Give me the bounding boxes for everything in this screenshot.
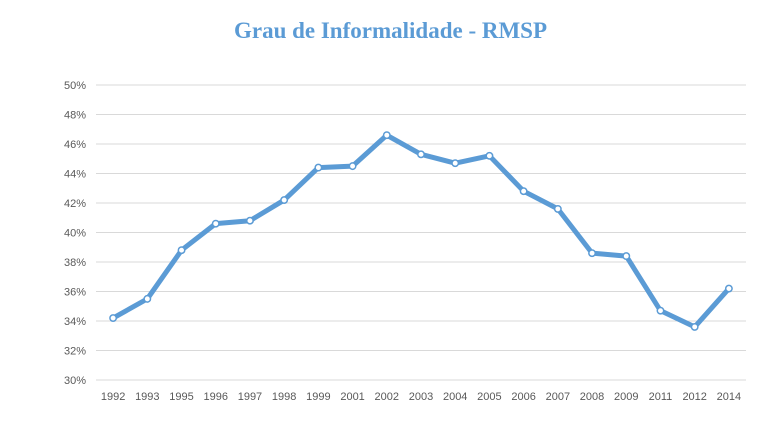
x-tick-label: 1997 — [238, 391, 262, 403]
x-tick-label: 1998 — [272, 391, 296, 403]
x-tick-label: 2008 — [580, 391, 604, 403]
y-tick-label: 36% — [64, 287, 86, 299]
data-point — [485, 151, 494, 160]
x-tick-label: 2004 — [443, 391, 467, 403]
data-point — [656, 306, 665, 315]
gridlines — [96, 84, 746, 381]
data-point — [245, 216, 254, 225]
data-point — [417, 150, 425, 159]
y-tick-label: 42% — [64, 198, 86, 210]
data-point — [143, 294, 152, 303]
data-point — [314, 163, 323, 172]
data-point — [724, 284, 733, 293]
y-tick-label: 40% — [64, 228, 86, 240]
x-tick-label: 2011 — [649, 391, 673, 403]
data-point — [690, 322, 699, 331]
x-axis-ticks: 1992 1993 1995 1996 1997 1998 1999 2001 2002 2003… — [101, 391, 741, 403]
data-point — [348, 162, 357, 171]
data-point — [177, 246, 186, 255]
x-tick-label: 2007 — [546, 391, 570, 403]
x-tick-label: 2014 — [717, 391, 741, 403]
data-point — [553, 204, 562, 213]
data-point — [622, 252, 631, 261]
y-tick-label: 48% — [64, 110, 86, 122]
data-point — [519, 187, 528, 196]
x-tick-label: 1996 — [203, 391, 227, 403]
x-tick-label: 2001 — [340, 391, 364, 403]
x-tick-label: 1999 — [306, 391, 330, 403]
chart-title: Grau de Informalidade - RMSP — [233, 18, 548, 43]
y-tick-label: 32% — [64, 346, 86, 358]
y-tick-label: 34% — [64, 316, 86, 328]
x-tick-label: 1992 — [101, 391, 125, 403]
y-axis-ticks: 30% 32% 34% 36% 38% 40% 42% 44% 46% 48% 50% — [64, 80, 86, 387]
data-points — [109, 131, 733, 331]
x-tick-label: 2002 — [375, 391, 399, 403]
y-tick-label: 44% — [64, 169, 86, 181]
x-tick-label: 1993 — [135, 391, 159, 403]
data-point — [451, 159, 460, 168]
y-tick-label: 46% — [64, 139, 86, 151]
x-tick-label: 2012 — [682, 391, 706, 403]
data-point — [382, 131, 391, 140]
x-tick-label: 2009 — [614, 391, 638, 403]
x-tick-label: 2005 — [477, 391, 501, 403]
data-point — [280, 196, 289, 205]
data-point — [211, 219, 220, 228]
data-point — [588, 249, 597, 258]
y-tick-label: 50% — [64, 80, 86, 92]
y-tick-label: 30% — [64, 375, 86, 387]
series-line — [110, 132, 732, 330]
x-tick-label: 2006 — [511, 391, 535, 403]
x-tick-label: 2003 — [409, 391, 433, 403]
x-tick-label: 1995 — [169, 391, 193, 403]
data-point — [109, 314, 118, 322]
y-tick-label: 38% — [64, 257, 86, 269]
